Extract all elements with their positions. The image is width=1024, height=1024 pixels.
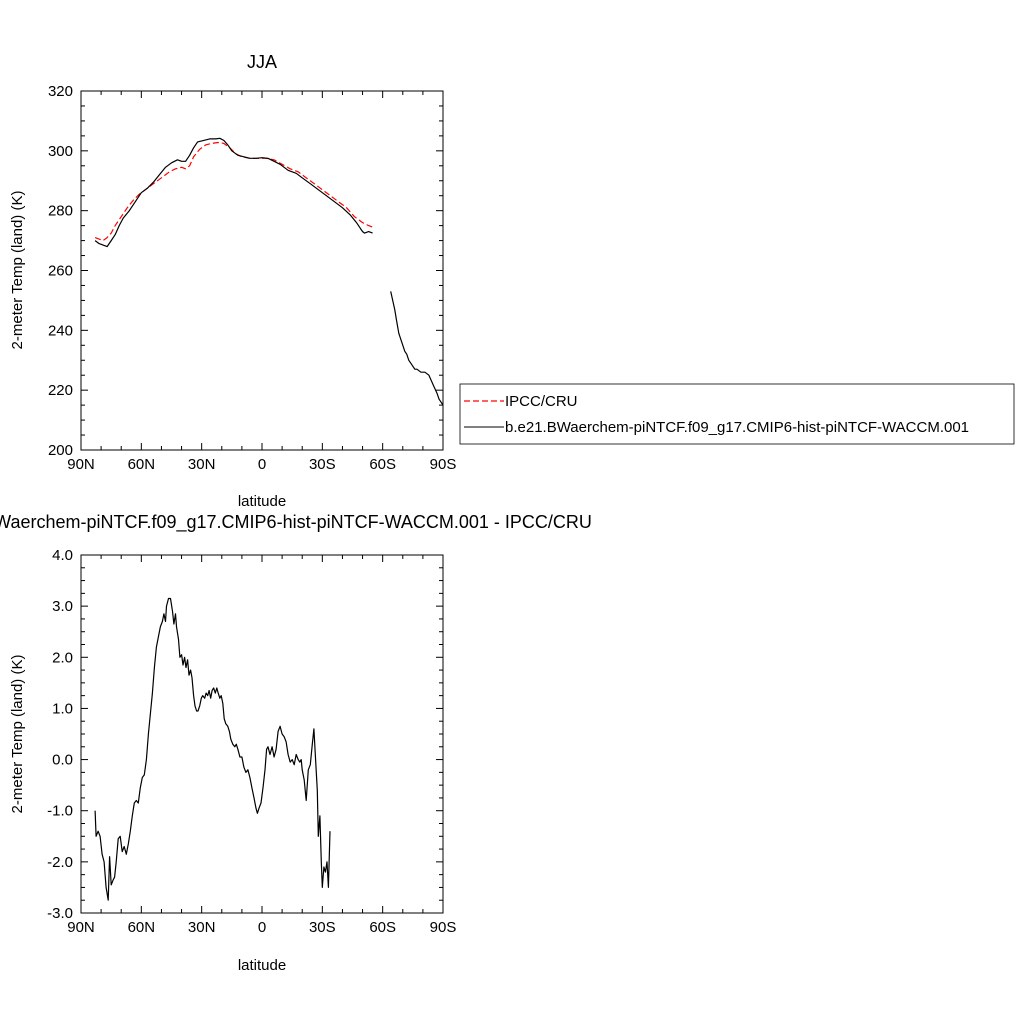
top-x-tick-label: 60N xyxy=(128,456,156,473)
top-x-tick-label: 60S xyxy=(369,456,396,473)
bottom-y-tick-label: -3.0 xyxy=(47,905,73,922)
bottom-x-tick-label: 60N xyxy=(128,919,156,936)
bottom-x-tick-label: 90N xyxy=(67,919,95,936)
top-x-tick-label: 90S xyxy=(430,456,457,473)
top-chart-title: JJA xyxy=(247,52,277,72)
top-series-line-ipcc-cru xyxy=(94,141,373,242)
legend-box xyxy=(459,383,1015,445)
top-y-tick-label: 280 xyxy=(48,203,73,220)
top-y-tick-label: 320 xyxy=(48,83,73,100)
bottom-x-tick-label: 90S xyxy=(430,919,457,936)
bottom-series-line-model xyxy=(94,597,331,901)
top-x-tick-label: 30S xyxy=(309,456,336,473)
top-chart-panel: JJA 90N 60N 30N 0 30S 60S 90S 200 220 240 260 280 30… xyxy=(9,52,456,510)
top-y-tick-label: 220 xyxy=(48,382,73,399)
bottom-y-axis-label: 2-meter Temp (land) (K) xyxy=(9,655,26,814)
top-axis-ticks: 90N 60N 30N 0 30S 60S 90S 200 220 240 260 280 300 320 xyxy=(48,83,456,473)
bottom-x-tick-label: 0 xyxy=(258,919,266,936)
bottom-y-tick-label: 3.0 xyxy=(52,598,73,615)
bottom-y-tick-label: 4.0 xyxy=(52,547,73,564)
bottom-y-tick-label: 1.0 xyxy=(52,700,73,717)
top-y-tick-label: 260 xyxy=(48,263,73,280)
top-series-line-model xyxy=(94,137,373,248)
bottom-y-tick-label: -1.0 xyxy=(47,803,73,820)
top-y-tick-label: 240 xyxy=(48,322,73,339)
top-series-group xyxy=(94,137,443,406)
top-x-tick-label: 90N xyxy=(67,456,95,473)
bottom-y-tick-label: -2.0 xyxy=(47,854,73,871)
bottom-x-axis-label: latitude xyxy=(238,957,286,974)
bottom-chart-panel: b.e21.BWaerchem-piNTCF.f09_g17.CMIP6-his… xyxy=(0,512,592,974)
bottom-y-tick-label: 0.0 xyxy=(52,752,73,769)
bottom-series-group xyxy=(94,597,331,901)
top-x-tick-label: 30N xyxy=(188,456,216,473)
bottom-x-tick-label: 60S xyxy=(369,919,396,936)
bottom-chart-title: b.e21.BWaerchem-piNTCF.f09_g17.CMIP6-his… xyxy=(0,512,592,533)
top-y-tick-label: 300 xyxy=(48,143,73,160)
legend-label-ipcc: IPCC/CRU xyxy=(505,393,578,410)
bottom-x-tick-label: 30S xyxy=(309,919,336,936)
top-y-axis-label: 2-meter Temp (land) (K) xyxy=(9,191,26,350)
top-x-axis-label: latitude xyxy=(238,493,286,510)
top-series-line-model xyxy=(390,291,443,406)
legend: IPCC/CRU b.e21.BWaerchem-piNTCF.f09_g17.… xyxy=(459,383,1015,445)
top-chart-frame xyxy=(80,90,444,451)
legend-label-model: b.e21.BWaerchem-piNTCF.f09_g17.CMIP6-his… xyxy=(505,419,969,436)
bottom-x-tick-label: 30N xyxy=(188,919,216,936)
bottom-y-tick-label: 2.0 xyxy=(52,649,73,666)
top-y-tick-label: 200 xyxy=(48,442,73,459)
bottom-axis-ticks: 90N 60N 30N 0 30S 60S 90S -3.0 -2.0 -1.0 0.0 1.0 2.0… xyxy=(47,547,456,936)
top-x-tick-label: 0 xyxy=(258,456,266,473)
bottom-chart-frame xyxy=(80,554,444,914)
